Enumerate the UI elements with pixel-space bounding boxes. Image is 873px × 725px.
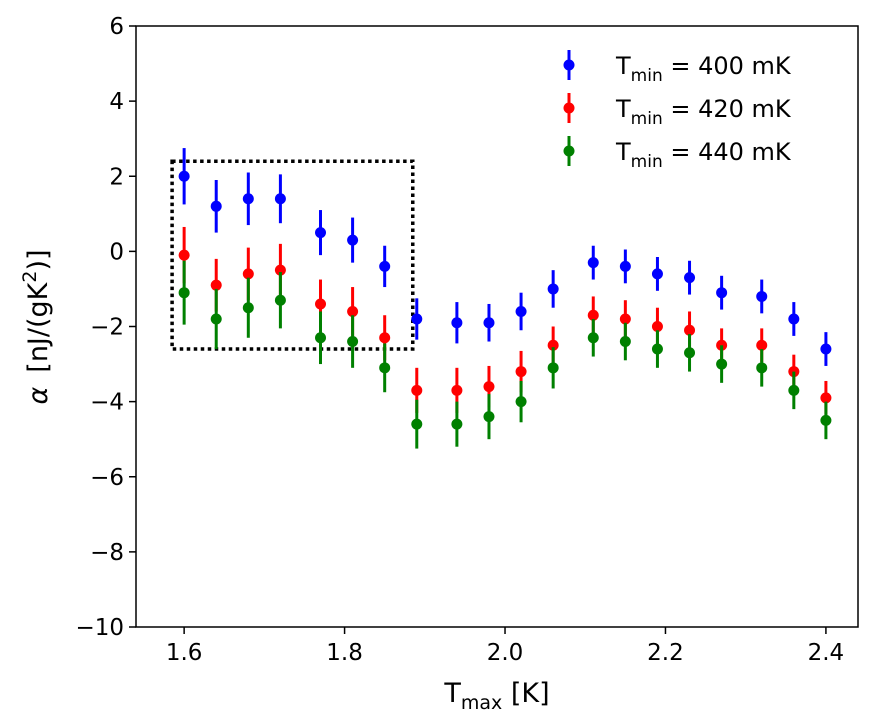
data-point — [788, 384, 800, 396]
data-point — [347, 234, 359, 246]
data-point — [651, 268, 663, 280]
y-tick-label: 6 — [109, 14, 124, 40]
highlight-box — [170, 159, 415, 351]
data-point — [379, 260, 391, 272]
data-point — [788, 313, 800, 325]
data-point — [379, 362, 391, 374]
data-point — [587, 309, 599, 321]
y-axis: 6 4 2 0 −2 −4 −6 −8 −10 — [75, 14, 136, 641]
data-point — [820, 343, 832, 355]
plot-area — [136, 26, 858, 627]
data-point — [483, 411, 495, 423]
data-point — [684, 347, 696, 359]
data-point — [547, 339, 559, 351]
data-point — [651, 321, 663, 332]
legend-marker — [563, 145, 575, 157]
data-point — [210, 279, 222, 291]
data-point — [756, 290, 768, 302]
x-axis-label: Tmax [K] — [443, 678, 549, 714]
data-point — [515, 305, 527, 317]
legend: Tmin = 400 mK Tmin = 420 mK Tmin = 440 mK — [563, 50, 792, 172]
data-point — [515, 366, 527, 378]
data-point — [716, 358, 728, 370]
y-axis-label-group: α[nJ/(gK2)] — [19, 249, 54, 404]
data-point — [178, 287, 190, 299]
data-point — [587, 257, 599, 269]
data-point — [379, 332, 391, 344]
x-tick-label: 2.4 — [808, 640, 845, 666]
data-point — [547, 283, 559, 295]
data-point — [315, 227, 327, 239]
data-point — [483, 381, 495, 393]
data-point — [242, 302, 254, 314]
y-tick-label: 0 — [109, 239, 124, 265]
x-tick-label: 2.2 — [647, 640, 684, 666]
annotation-layer — [170, 159, 415, 351]
data-point — [242, 268, 254, 280]
data-layer — [178, 148, 832, 449]
data-point — [515, 396, 527, 408]
x-tick-label: 1.8 — [326, 640, 363, 666]
x-axis: 1.6 1.8 2.0 2.2 2.4 — [166, 627, 844, 666]
data-point — [820, 392, 832, 404]
data-point — [347, 305, 359, 317]
legend-marker — [563, 59, 575, 71]
y-tick-label: 2 — [109, 164, 124, 190]
legend-marker — [563, 102, 575, 114]
data-point — [451, 384, 463, 396]
data-point — [274, 294, 286, 306]
data-point — [178, 249, 190, 261]
series-0 — [178, 148, 832, 366]
y-axis-label: α[nJ/(gK2)] — [19, 249, 54, 404]
data-point — [716, 287, 728, 299]
legend-label: Tmin = 440 mK — [615, 138, 792, 172]
data-point — [756, 362, 768, 374]
y-tick-label: −2 — [90, 315, 124, 341]
legend-label: Tmin = 400 mK — [615, 52, 792, 86]
data-point — [619, 313, 631, 325]
data-point — [411, 418, 423, 430]
y-tick-label: −10 — [75, 615, 124, 641]
y-tick-label: −8 — [90, 540, 124, 566]
data-point — [178, 170, 190, 182]
data-point — [587, 332, 599, 344]
data-point — [274, 193, 286, 205]
data-point — [684, 324, 696, 336]
data-point — [820, 414, 832, 426]
data-point — [619, 260, 631, 272]
data-point — [315, 332, 327, 344]
data-point — [411, 384, 423, 396]
data-point — [756, 339, 768, 351]
y-tick-label: −4 — [90, 390, 124, 416]
data-point — [315, 298, 327, 310]
series-2 — [178, 260, 832, 449]
y-tick-label: 4 — [109, 89, 124, 115]
legend-label: Tmin = 420 mK — [615, 95, 792, 129]
data-point — [483, 317, 495, 329]
data-point — [411, 313, 423, 325]
data-point — [651, 343, 663, 355]
data-point — [347, 336, 359, 348]
data-point — [451, 418, 463, 430]
data-point — [547, 362, 559, 374]
data-point — [274, 264, 286, 276]
data-point — [684, 272, 696, 284]
x-tick-label: 1.6 — [166, 640, 203, 666]
y-tick-label: −6 — [90, 465, 124, 491]
data-point — [619, 336, 631, 348]
data-point — [210, 200, 222, 212]
data-point — [210, 313, 222, 325]
data-point — [451, 317, 463, 329]
x-tick-label: 2.0 — [487, 640, 524, 666]
data-point — [242, 193, 254, 205]
